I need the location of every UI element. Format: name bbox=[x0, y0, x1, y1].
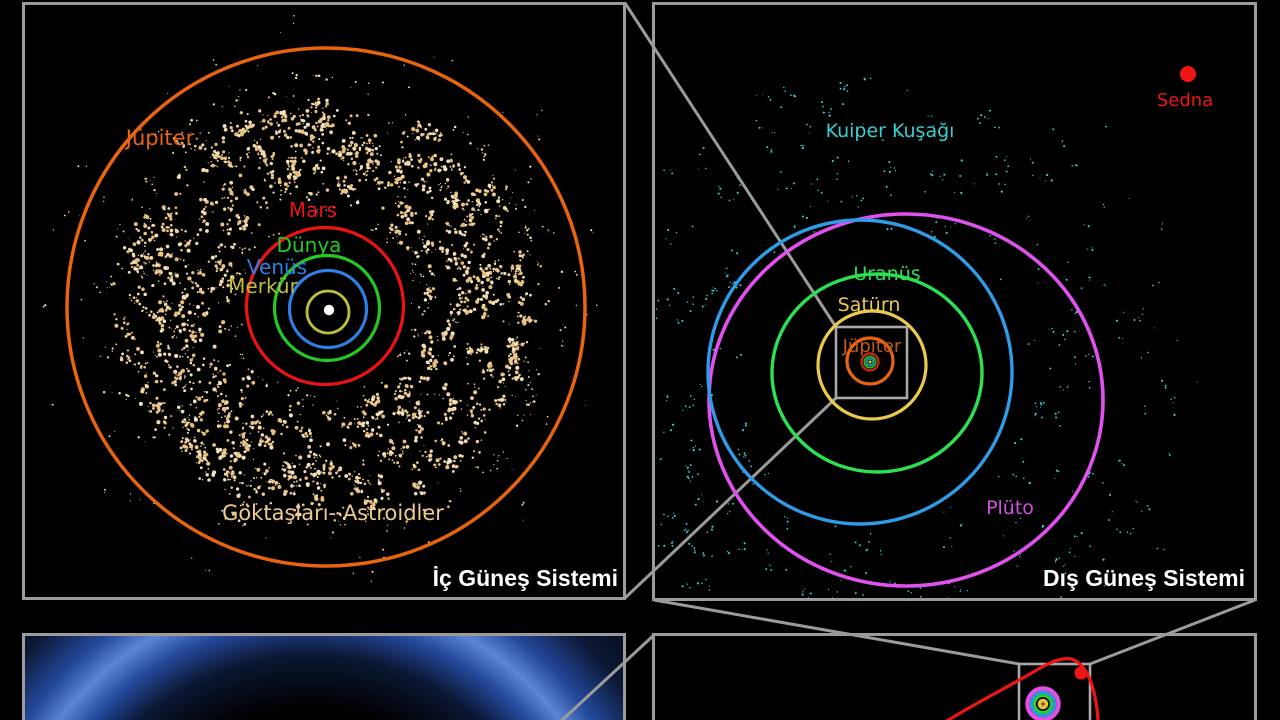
connector-sedna-to-oort bbox=[559, 633, 656, 720]
zoom-connector-lines bbox=[559, 2, 1256, 720]
uranus-label: Uranüs bbox=[853, 263, 920, 285]
jupiter-label: Jüpiter bbox=[124, 126, 195, 150]
outer-panel-title: Dış Güneş Sistemi bbox=[1043, 565, 1245, 591]
connector-inner-to-outer-bottom bbox=[623, 396, 838, 600]
venus-label: Venüs bbox=[247, 255, 307, 279]
mars-label: Mars bbox=[289, 198, 337, 222]
earth-label: Dünya bbox=[277, 233, 342, 257]
mercury-orbit bbox=[305, 289, 351, 335]
mars-orbit-mini bbox=[860, 352, 880, 372]
sedna-dot bbox=[1180, 66, 1196, 82]
sedna-orbit-panel bbox=[652, 633, 1257, 720]
outer-solar-system-panel bbox=[652, 2, 1257, 601]
pluto-label: Plüto bbox=[986, 497, 1034, 519]
asteroid-belt-dots bbox=[42, 15, 598, 582]
sedna-orbit-ellipse bbox=[945, 657, 1100, 720]
jupiter-orbit bbox=[65, 46, 587, 568]
sedna-position-dot bbox=[1074, 666, 1088, 680]
uranus-orbit-mini bbox=[1033, 694, 1053, 714]
kuiper-belt-label: Kuiper Kuşağı bbox=[826, 120, 955, 142]
oort-cloud-glow bbox=[25, 636, 623, 720]
sun-mini-2 bbox=[1041, 702, 1045, 706]
connector-inner-to-outer-top bbox=[623, 2, 838, 328]
labels: Jüpiter Mars Dünya Venüs Merkür Göktaşla… bbox=[124, 90, 1245, 591]
venus-orbit-mini bbox=[865, 357, 875, 367]
jupiter-orbit-outer bbox=[845, 336, 895, 386]
sun bbox=[323, 304, 335, 316]
kuiper-belt-dots bbox=[655, 77, 1198, 599]
inner-panel-content bbox=[42, 15, 598, 582]
asteroid-belt-label: Göktaşları- Astroidler bbox=[222, 501, 444, 525]
neptune-orbit-mini bbox=[1029, 690, 1057, 718]
earth-orbit bbox=[272, 253, 382, 363]
inner-panel-title: İç Güneş Sistemi bbox=[433, 565, 618, 591]
mars-orbit bbox=[244, 225, 406, 387]
uranus-orbit bbox=[770, 272, 984, 474]
earth-orbit-mini bbox=[863, 355, 877, 369]
sun-mini bbox=[868, 360, 872, 364]
saturn-orbit bbox=[816, 309, 928, 421]
mercury-label: Merkür bbox=[228, 274, 298, 298]
outer-system-zoom-box bbox=[1017, 662, 1092, 720]
saturn-label: Satürn bbox=[838, 294, 901, 316]
venus-orbit bbox=[287, 268, 369, 350]
inner-planets-compressed bbox=[860, 352, 880, 372]
outer-system-compressed-rings bbox=[1025, 686, 1061, 720]
jupiter-label-outer: Jüpiter bbox=[842, 336, 902, 357]
connector-outer-to-sedna-left bbox=[653, 598, 1020, 666]
connector-outer-to-sedna-right bbox=[1089, 598, 1256, 666]
sedna-label: Sedna bbox=[1157, 90, 1213, 111]
neptune-orbit bbox=[706, 218, 1014, 526]
outer-panel-content bbox=[655, 66, 1198, 599]
inner-system-zoom-box bbox=[834, 325, 909, 400]
